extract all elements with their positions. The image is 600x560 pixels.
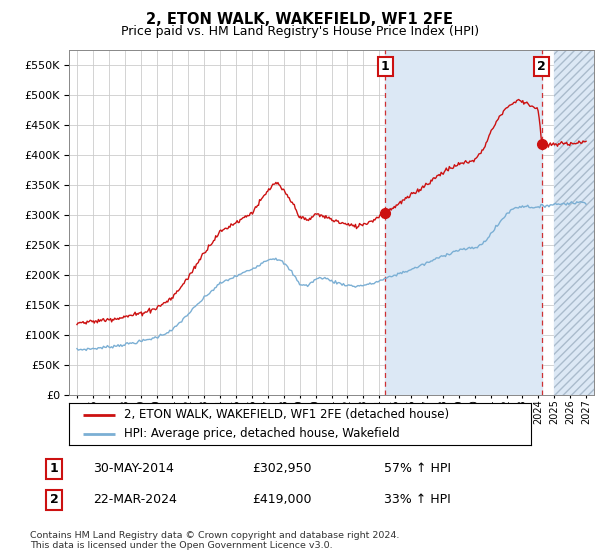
Text: £302,950: £302,950 xyxy=(252,462,311,475)
Text: Contains HM Land Registry data © Crown copyright and database right 2024.
This d: Contains HM Land Registry data © Crown c… xyxy=(30,531,400,550)
Text: 1: 1 xyxy=(50,462,58,475)
Text: 2, ETON WALK, WAKEFIELD, WF1 2FE: 2, ETON WALK, WAKEFIELD, WF1 2FE xyxy=(146,12,454,27)
Bar xyxy=(385,50,542,395)
Text: HPI: Average price, detached house, Wakefield: HPI: Average price, detached house, Wake… xyxy=(124,427,400,440)
Bar xyxy=(554,50,594,395)
Text: 57% ↑ HPI: 57% ↑ HPI xyxy=(384,462,451,475)
Text: 2: 2 xyxy=(537,60,546,73)
Text: 1: 1 xyxy=(381,60,389,73)
Text: £419,000: £419,000 xyxy=(252,493,311,506)
Text: Price paid vs. HM Land Registry's House Price Index (HPI): Price paid vs. HM Land Registry's House … xyxy=(121,25,479,38)
Bar xyxy=(554,50,594,395)
Text: 33% ↑ HPI: 33% ↑ HPI xyxy=(384,493,451,506)
Text: 22-MAR-2024: 22-MAR-2024 xyxy=(93,493,177,506)
Text: 2, ETON WALK, WAKEFIELD, WF1 2FE (detached house): 2, ETON WALK, WAKEFIELD, WF1 2FE (detach… xyxy=(124,408,449,421)
Text: 2: 2 xyxy=(50,493,58,506)
Text: 30-MAY-2014: 30-MAY-2014 xyxy=(93,462,174,475)
